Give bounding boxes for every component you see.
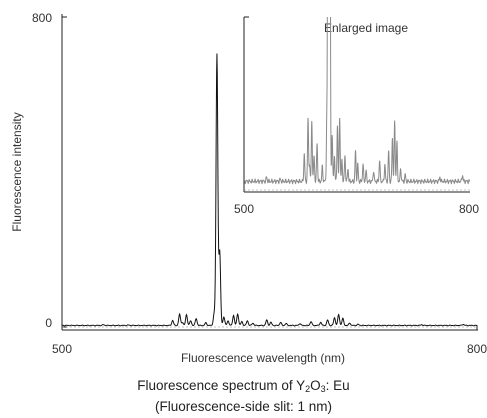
inset-title: Enlarged image xyxy=(324,21,408,35)
caption-text-c: : Eu xyxy=(325,378,350,393)
caption-subscript-3: 3 xyxy=(320,384,326,394)
main-x-tick-label-800: 800 xyxy=(467,342,487,356)
main-y-tick-label-800: 800 xyxy=(32,11,52,25)
caption-text-a: Fluorescence spectrum of Y xyxy=(137,378,306,393)
inset-spectrum-line xyxy=(244,17,471,185)
caption-subscript-2: 2 xyxy=(305,384,311,394)
figure-caption-line1: Fluorescence spectrum of Y2O3: Eu xyxy=(0,378,487,394)
main-x-axis-title: Fluorescence wavelength (nm) xyxy=(181,351,345,365)
main-y-axis-title: Fluorescence intensity xyxy=(10,112,24,231)
main-y-tick-label-0: 0 xyxy=(45,316,52,330)
figure-caption-line2: (Fluorescence-side slit: 1 nm) xyxy=(154,399,333,414)
caption-text-b: O xyxy=(310,378,321,393)
inset-x-tick-label-500: 500 xyxy=(234,202,254,216)
main-spectrum-line xyxy=(61,53,478,327)
inset-x-tick-label-800: 800 xyxy=(459,202,479,216)
main-x-tick-label-500: 500 xyxy=(52,342,72,356)
